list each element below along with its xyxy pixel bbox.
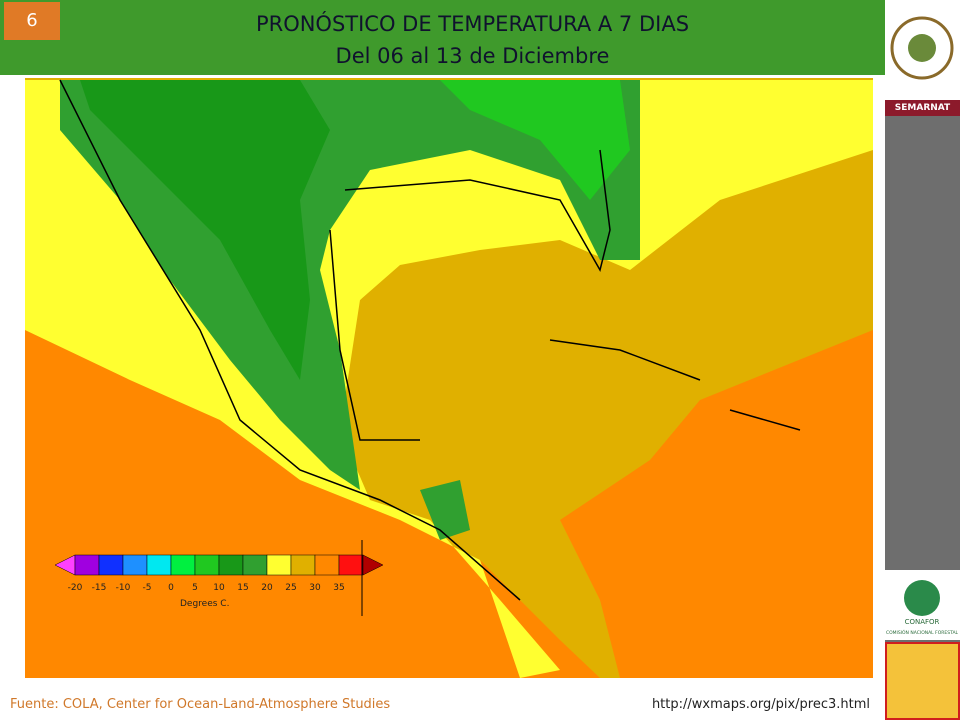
header-bar [0,0,885,75]
conafor-full: COMISIÓN NACIONAL FORESTAL [886,629,959,636]
legend-arrow [362,554,384,576]
legend: -20 -15 -10 -5 0 5 10 15 20 25 30 35 [54,554,384,593]
semarnat-label: SEMARNAT [885,100,960,116]
legend-swatch [122,554,148,576]
legend-swatch [266,554,292,576]
map: -20 -15 -10 -5 0 5 10 15 20 25 30 35 Degrees C. [25,78,873,678]
legend-swatch [74,554,100,576]
legend-label: 35 [333,583,344,593]
subtitle: Del 06 al 13 de Diciembre [335,44,610,68]
legend-label: 10 [213,583,225,593]
mascot-image [885,642,960,720]
legend-swatch [98,554,124,576]
legend-label: 20 [261,583,273,593]
legend-unit: Degrees C. [180,599,229,609]
legend-label: 5 [192,583,198,593]
legend-swatch [290,554,316,576]
legend-swatch [242,554,268,576]
legend-label: -5 [143,583,152,593]
legend-label: 0 [168,583,174,593]
legend-swatch [338,554,364,576]
legend-label: -15 [92,583,107,593]
conafor-logo: CONAFOR COMISIÓN NACIONAL FORESTAL [885,570,960,640]
legend-swatch [314,554,340,576]
source: Fuente: COLA, Center for Ocean-Land-Atmo… [10,697,391,712]
legend-label: 15 [237,583,248,593]
legend-label: -20 [68,583,83,593]
legend-swatch [218,554,244,576]
legend-label: 30 [309,583,321,593]
legend-label: -10 [116,583,131,593]
title: PRONÓSTICO DE TEMPERATURA A 7 DIAS [255,12,690,36]
seal-logo [885,0,960,100]
legend-label: 25 [285,583,296,593]
legend-swatch [170,554,196,576]
slide-number: 6 [4,2,60,40]
legend-swatch [194,554,220,576]
conafor-label: CONAFOR [905,618,940,626]
legend-swatch [146,554,172,576]
url: http://wxmaps.org/pix/prec3.html [651,697,870,712]
